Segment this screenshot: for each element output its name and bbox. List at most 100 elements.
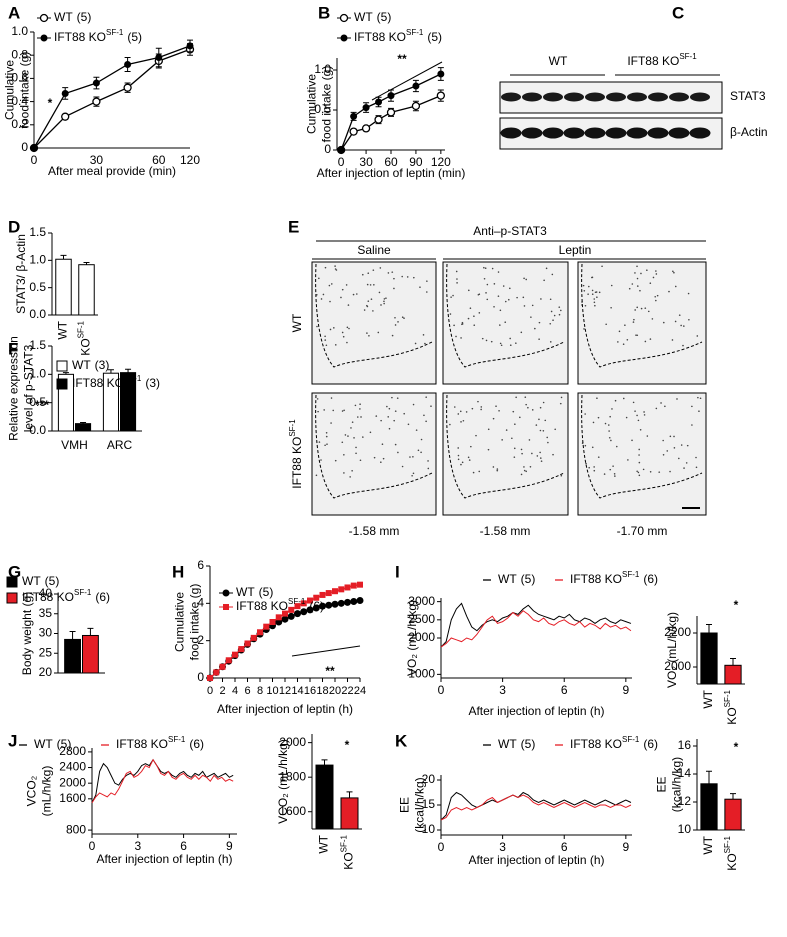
stain-dot (505, 429, 508, 431)
stain-dot (552, 453, 554, 456)
stain-dot (367, 272, 370, 275)
stain-dot (531, 304, 534, 307)
legend-swatch (6, 576, 18, 588)
legend-name: IFT88 KO (116, 737, 168, 751)
stain-dot (354, 404, 357, 407)
error-bar (60, 254, 67, 260)
stain-dot (647, 310, 650, 313)
stain-dot (343, 409, 345, 412)
stain-dot (403, 317, 405, 320)
stain-dot (519, 416, 521, 419)
stain-dot (608, 430, 610, 432)
stain-dot (372, 310, 374, 312)
x-tick-label: 12 (279, 685, 291, 697)
legend-superscript: SF-1 (74, 588, 92, 597)
stain-dot (582, 284, 585, 287)
point (186, 42, 194, 50)
stain-dot (330, 397, 333, 399)
stain-dot (554, 428, 556, 431)
stain-dot (584, 413, 586, 415)
stain-dot (560, 396, 563, 399)
significance: ** (325, 664, 335, 678)
x-tick-label: 6 (561, 840, 568, 854)
stain-dot (366, 304, 368, 307)
stain-dot (669, 435, 672, 438)
stain-dot (487, 448, 490, 451)
y-tick-label: 1.0 (29, 367, 46, 381)
stain-dot (643, 411, 645, 413)
stain-dot (487, 428, 490, 431)
group-label-text: IFT88 KO (627, 54, 679, 68)
stain-dot (455, 335, 457, 338)
x-tick-label: 30 (90, 153, 104, 167)
stain-dot (412, 403, 415, 406)
x-tick-label-text: KO (342, 852, 356, 869)
x-tick-label: 16 (304, 685, 316, 697)
stain-dot (409, 456, 411, 458)
stain-dot (560, 474, 563, 477)
point (375, 98, 383, 106)
legend-superscript: SF-1 (406, 28, 424, 37)
stain-dot (514, 423, 516, 426)
x-tick-label: 6 (180, 839, 187, 853)
legend-label: WT (5) (354, 10, 391, 24)
series-line (91, 758, 234, 804)
stain-dot (414, 342, 417, 345)
stain-dot (631, 283, 634, 285)
stain-dot (698, 410, 700, 413)
group-label: WT (549, 54, 568, 68)
x-tick-label: 14 (291, 685, 303, 697)
point (411, 101, 421, 111)
x-tick-label: 22 (341, 685, 353, 697)
histology-image (311, 392, 437, 516)
bar (64, 638, 81, 674)
stain-dot (495, 405, 497, 407)
stain-dot (535, 424, 538, 426)
stain-dot (610, 284, 613, 287)
stain-dot (342, 335, 345, 338)
legend-name: IFT88 KO (54, 30, 106, 44)
stain-dot (636, 306, 639, 309)
x-tick-label: WT (701, 689, 715, 708)
stain-dot (587, 293, 589, 295)
significance: * (345, 738, 350, 752)
x-tick-label-superscript: SF-1 (77, 320, 86, 338)
stain-dot (525, 278, 527, 281)
stain-dot (403, 412, 406, 415)
legend-name: IFT88 KO (570, 737, 622, 751)
stain-dot (367, 300, 370, 302)
column-label: Saline (357, 243, 391, 257)
stain-dot (655, 299, 657, 302)
legend-name: WT (34, 737, 53, 751)
x-tick-label-text: WT (701, 689, 715, 708)
y-tick-label: 20 (422, 772, 436, 786)
point (275, 614, 282, 621)
stain-dot (350, 427, 352, 429)
stain-dot (430, 405, 432, 407)
stain-dot (372, 269, 375, 271)
x-tick-label-text: WT (317, 834, 331, 853)
stain-dot (607, 424, 610, 426)
stain-dot (540, 298, 542, 300)
x-tick-label: 18 (316, 685, 328, 697)
stain-dot (393, 287, 395, 290)
stain-dot (513, 456, 516, 458)
y-tick-label: 2000 (408, 630, 435, 644)
legend-marker (339, 13, 349, 23)
stain-dot (456, 278, 458, 280)
stain-dot (473, 315, 475, 318)
y-axis-label: EE (655, 776, 669, 792)
point (337, 146, 345, 154)
stain-dot (341, 288, 344, 291)
legend-name: IFT88 KO (22, 590, 74, 604)
stain-dot (461, 323, 464, 325)
stain-dot (460, 463, 462, 466)
stain-dot (467, 317, 470, 320)
stain-dot (449, 313, 452, 315)
y-axis-label: (kcal/h/kg) (413, 777, 427, 832)
stain-dot (457, 458, 460, 461)
error-bar (125, 368, 132, 373)
stain-dot (334, 265, 336, 267)
stain-dot (671, 339, 674, 341)
stain-dot (688, 318, 690, 321)
